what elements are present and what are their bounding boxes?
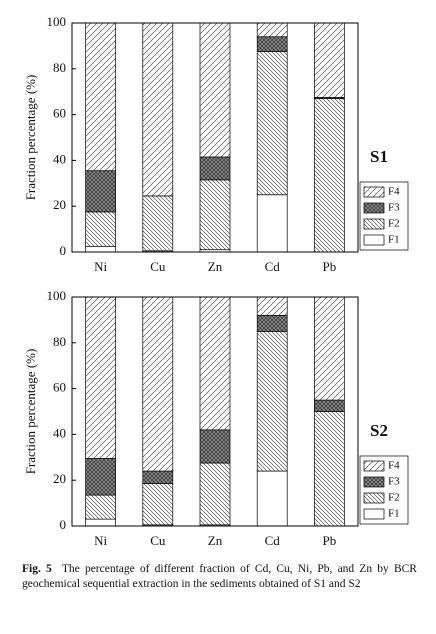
bar-segment xyxy=(142,483,174,526)
bar-segment xyxy=(85,22,116,172)
x-tick-label: Pb xyxy=(323,533,337,548)
legend-swatch xyxy=(363,460,385,472)
bar-segment xyxy=(314,411,345,527)
bar-segment xyxy=(85,245,116,253)
x-tick-label: Cd xyxy=(265,259,281,274)
chart-title: S2 xyxy=(370,421,388,440)
y-tick-label: 100 xyxy=(47,14,67,29)
y-axis-label: Fraction percentage (%) xyxy=(23,349,38,475)
legend-swatch xyxy=(363,186,385,198)
bar-segment xyxy=(142,296,174,472)
legend-swatch xyxy=(363,202,385,214)
bar-segment xyxy=(199,296,231,431)
y-axis-label: Fraction percentage (%) xyxy=(23,75,38,201)
legend-label: F2 xyxy=(388,218,400,230)
bar-segment xyxy=(256,194,288,253)
caption-label: Fig. 5 xyxy=(22,563,52,575)
legend-label: F3 xyxy=(388,476,400,488)
legend-label: F1 xyxy=(388,234,400,246)
chart-title: S1 xyxy=(370,147,388,166)
caption-text: The percentage of different fraction of … xyxy=(22,563,417,590)
y-tick-label: 100 xyxy=(47,288,67,303)
bar-segment xyxy=(85,170,116,213)
bar-segment xyxy=(199,179,231,251)
y-tick-label: 0 xyxy=(60,517,67,532)
bar-segment xyxy=(199,429,231,464)
x-tick-label: Pb xyxy=(323,259,337,274)
bar-segment xyxy=(314,399,345,412)
y-tick-label: 20 xyxy=(53,471,66,486)
bar-segment xyxy=(314,296,345,401)
legend-label: F4 xyxy=(388,460,400,472)
legend-swatch xyxy=(363,508,385,520)
y-tick-label: 60 xyxy=(53,106,66,121)
legend-swatch xyxy=(363,476,385,488)
bar-segment xyxy=(85,296,116,459)
x-tick-label: Cu xyxy=(150,533,166,548)
bar-segment xyxy=(85,211,116,247)
y-tick-label: 60 xyxy=(53,380,66,395)
y-tick-label: 40 xyxy=(53,151,66,166)
bar-segment xyxy=(85,494,116,520)
y-tick-label: 80 xyxy=(53,60,66,75)
bar-segment xyxy=(199,462,231,526)
legend-label: F3 xyxy=(388,202,400,214)
bar-segment xyxy=(256,331,288,472)
bar-segment xyxy=(85,518,116,527)
bar-segment xyxy=(256,296,288,316)
bar-segment xyxy=(314,98,345,253)
bar-segment xyxy=(142,470,174,484)
legend-label: F2 xyxy=(388,492,400,504)
y-tick-label: 80 xyxy=(53,334,66,349)
bar-segment xyxy=(199,156,231,181)
bar-segment xyxy=(142,22,174,197)
x-tick-label: Zn xyxy=(208,259,223,274)
legend-swatch xyxy=(363,492,385,504)
legend-swatch xyxy=(363,218,385,230)
y-tick-label: 0 xyxy=(60,243,67,258)
legend-label: F4 xyxy=(388,186,400,198)
x-tick-label: Ni xyxy=(94,533,107,548)
plot-frame xyxy=(71,296,359,527)
bar-segment xyxy=(256,470,288,527)
x-tick-label: Cu xyxy=(150,259,166,274)
bar-segment xyxy=(256,36,288,52)
y-tick-label: 20 xyxy=(53,197,66,212)
figure: 0 20 40 60 80 100 Fraction percentage (%) Ni Cu Z… xyxy=(23,14,409,548)
legend-label: F1 xyxy=(388,508,400,520)
bar-segment xyxy=(85,458,116,496)
bar-segment xyxy=(256,51,288,196)
bar-segment xyxy=(142,195,174,252)
y-tick-label: 40 xyxy=(53,425,66,440)
bar-segment xyxy=(199,22,231,158)
x-tick-label: Zn xyxy=(208,533,223,548)
bar-segment xyxy=(256,22,288,38)
plot-frame xyxy=(71,22,359,253)
x-tick-label: Ni xyxy=(94,259,107,274)
legend-swatch xyxy=(363,234,385,246)
caption: Fig. 5 The percentage of different fract… xyxy=(22,562,417,592)
bar-segment xyxy=(256,314,288,332)
bar-segment xyxy=(314,22,345,98)
x-tick-label: Cd xyxy=(265,533,281,548)
